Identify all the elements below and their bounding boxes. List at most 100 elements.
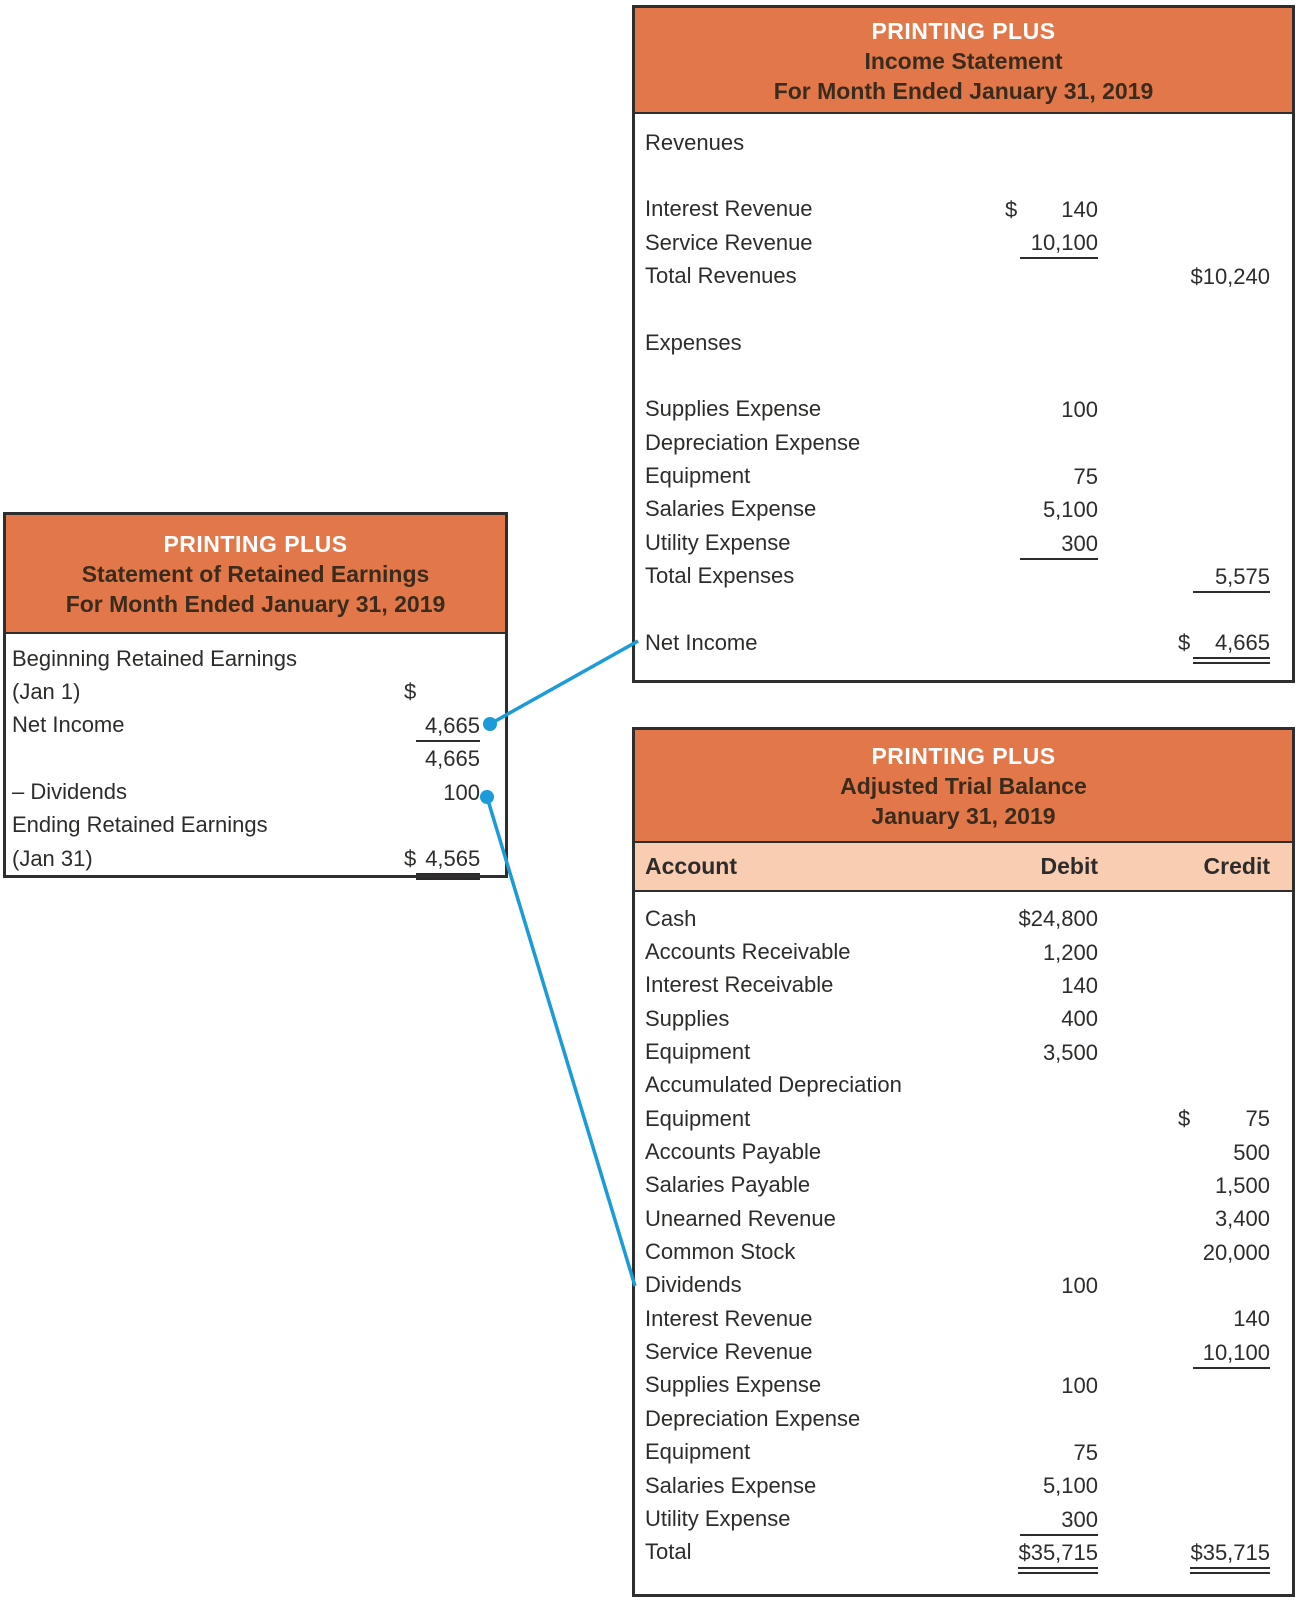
table-row: Interest Revenue $140 [635,193,1292,226]
row-label: Equipment [645,1039,751,1065]
row-label: Equipment [645,1105,751,1131]
table-row: Total $35,715 $35,715 [635,1536,1292,1574]
credit-amount: 20,000 [1202,1239,1270,1265]
dollar-sign: $ [1005,196,1018,222]
row-label: Salaries Expense [645,496,817,522]
dollar-sign: $ [404,679,417,705]
credit-amount: 1,500 [1214,1172,1270,1198]
table-row: Common Stock 20,000 [635,1235,1292,1268]
row-amount: 5,575 [1193,563,1270,593]
row-label: Dividends [645,1272,742,1298]
table-row: Dividends 100 [635,1269,1292,1302]
table-row: 4,665 [6,742,505,775]
row-label: Revenues [645,129,745,155]
statement-title: Adjusted Trial Balance [840,773,1087,799]
table-row: Service Revenue 10,100 [635,226,1292,260]
table-row: Depreciation Expense [635,1402,1292,1435]
column-header-row: Account Debit Credit [635,843,1292,892]
table-row: Net Income $4,665 [635,626,1292,665]
table-row: Accumulated Depreciation [635,1069,1292,1102]
table-row: Net Income 4,665 [6,709,505,743]
row-label: – Dividends [12,779,127,805]
statement-period: January 31, 2019 [871,803,1056,829]
retained-earnings-statement: PRINTING PLUS Statement of Retained Earn… [3,512,508,881]
trial-balance-header: PRINTING PLUS Adjusted Trial Balance Jan… [635,730,1292,843]
table-row: Utility Expense 300 [635,1502,1292,1536]
row-label: Accounts Payable [645,1139,822,1165]
row-label: Unearned Revenue [645,1205,836,1231]
table-row: Equipment 3,500 [635,1035,1292,1068]
row-label: Interest Revenue [645,196,813,222]
row-label: Net Income [12,712,125,738]
row-label: Utility Expense [645,529,791,555]
row-label: Supplies Expense [645,1372,822,1398]
statement-period: For Month Ended January 31, 2019 [773,78,1154,104]
row-label: Beginning Retained Earnings [12,645,297,671]
table-row: Supplies Expense 100 [635,1369,1292,1402]
table-row: Salaries Expense 5,100 [635,1469,1292,1502]
row-label: Cash [645,905,697,931]
table-row: Service Revenue 10,100 [635,1335,1292,1369]
row-label: Total Expenses [645,563,795,589]
trial-balance-body: Cash $24,800 Accounts Receivable 1,200 Int… [635,892,1292,1574]
row-label: Service Revenue [645,229,813,255]
table-row: Interest Revenue 140 [635,1302,1292,1335]
company-name: PRINTING PLUS [871,743,1056,769]
row-label: Equipment [645,463,751,489]
row-label: Accounts Receivable [645,939,851,965]
debit-amount: 140 [1061,972,1098,998]
row-amount: 75 [1073,463,1098,489]
debit-amount: 3,500 [1042,1039,1098,1065]
debit-amount: 1,200 [1042,939,1098,965]
table-row [635,593,1292,626]
row-amount: 4,665 [424,746,480,772]
table-row: Expenses [635,326,1292,359]
table-row: Depreciation Expense [635,426,1292,459]
table-row: Salaries Payable 1,500 [635,1169,1292,1202]
table-row: Accounts Payable 500 [635,1135,1292,1168]
row-label: Equipment [645,1439,751,1465]
statement-title: Income Statement [864,48,1063,74]
table-row: (Jan 31) $4,565 [6,842,505,881]
table-row: (Jan 1) $ [6,675,505,708]
table-row: Total Revenues $10,240 [635,259,1292,292]
debit-amount: 5,100 [1042,1473,1098,1499]
credit-amount: 140 [1233,1306,1270,1332]
debit-amount: $24,800 [1018,906,1098,932]
row-label: Service Revenue [645,1339,813,1365]
table-row [635,159,1292,192]
row-label: Total [645,1539,692,1565]
row-amount: 100 [1061,396,1098,422]
retained-earnings-header: PRINTING PLUS Statement of Retained Earn… [6,515,505,634]
row-label: Supplies [645,1005,730,1031]
table-row: Ending Retained Earnings [6,809,505,842]
table-row: Accounts Receivable 1,200 [635,935,1292,968]
net-income-connector-line [489,639,639,726]
debit-amount: 75 [1073,1439,1098,1465]
adjusted-trial-balance: PRINTING PLUS Adjusted Trial Balance Jan… [632,727,1295,1597]
column-header-account: Account [645,853,737,879]
column-header-credit: Credit [1203,853,1270,879]
debit-amount: 100 [1061,1272,1098,1298]
credit-amount: 3,400 [1214,1206,1270,1232]
dollar-sign: $ [1178,1106,1191,1132]
table-row: Cash $24,800 [635,902,1292,935]
table-row: Equipment 75 [635,459,1292,492]
row-label: Total Revenues [645,263,797,289]
table-row: Equipment 75 [635,1436,1292,1469]
row-amount: 4,665 [416,712,480,743]
row-label: Supplies Expense [645,396,822,422]
table-row: Supplies Expense 100 [635,393,1292,426]
table-row: Total Expenses 5,575 [635,559,1292,593]
row-amount: 10,100 [1020,229,1098,260]
row-amount: 300 [1020,530,1098,560]
income-statement-body: Revenues Interest Revenue $140 Service Re… [635,114,1292,665]
table-row: – Dividends 100 [6,775,505,808]
row-label: (Jan 1) [12,679,81,705]
table-row: Revenues [635,126,1292,159]
credit-amount: 500 [1233,1139,1270,1165]
row-amount: 5,100 [1042,496,1098,522]
row-label: Accumulated Depreciation [645,1072,902,1098]
row-amount: 100 [443,779,480,805]
credit-amount: $35,715 [1190,1539,1270,1574]
